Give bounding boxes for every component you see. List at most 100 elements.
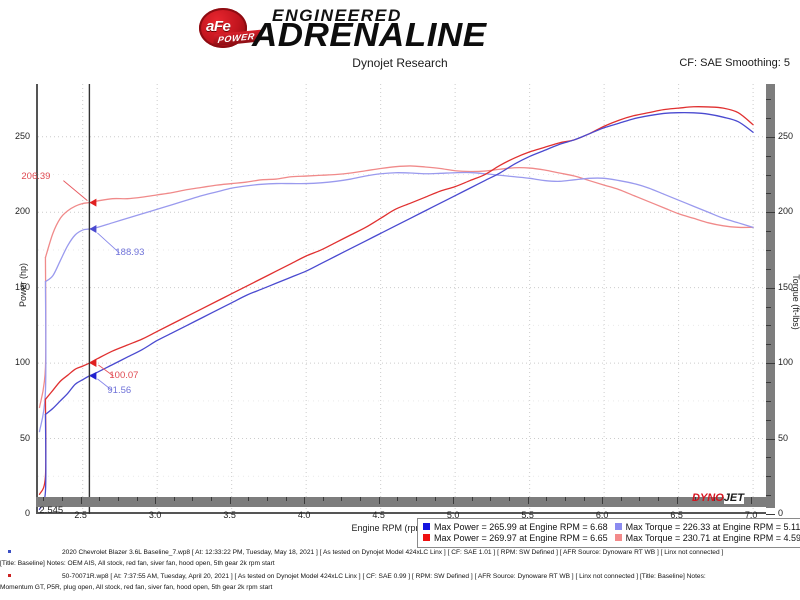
- y-tick-mark: [766, 363, 775, 365]
- y-tick-mark: [766, 419, 771, 421]
- legend-swatch-icon: [423, 534, 430, 542]
- x-tick: 3.5: [223, 510, 236, 520]
- x-tick-mark: [602, 497, 604, 504]
- afe-wordmark: aFe: [206, 18, 231, 35]
- x-tick-mark: [62, 497, 64, 501]
- x-tick: 4.5: [372, 510, 385, 520]
- y-tick-right: 50: [778, 432, 789, 443]
- legend-swatch-icon: [614, 534, 622, 542]
- y-tick-mark: [766, 231, 771, 233]
- x-tick: 2.5: [74, 510, 87, 520]
- footnote-line-1: 50-70071R.wp8 [ At: 7:37:55 AM, Tuesday,…: [62, 573, 706, 580]
- y-tick-mark: [766, 212, 775, 214]
- x-tick-mark: [322, 497, 324, 501]
- y-tick-mark: [766, 136, 775, 138]
- legend-table: Max Power = 265.99 at Engine RPM = 6.68 M…: [423, 522, 800, 544]
- x-tick-mark: [43, 497, 45, 501]
- x-tick-mark: [657, 497, 659, 501]
- x-tick-mark: [266, 497, 268, 501]
- x-tick-mark: [527, 497, 529, 504]
- legend-label: Max Torque = 226.33 at Engine RPM = 5.11: [625, 522, 800, 532]
- y-tick-right: 250: [778, 130, 794, 141]
- annotation-torque-blue: 91.56: [107, 384, 132, 396]
- x-tick-mark: [211, 497, 213, 501]
- x-tick: 6.0: [595, 510, 609, 520]
- y-tick-mark: [766, 476, 771, 478]
- y-axis-rail: [766, 84, 775, 515]
- plot-area: [36, 84, 768, 514]
- y-tick-right: 150: [778, 281, 794, 292]
- x-tick-mark: [173, 497, 175, 501]
- y-tick-left: 250: [14, 130, 30, 141]
- y-tick-mark: [766, 306, 771, 308]
- cf-smoothing-label: CF: SAE Smoothing: 5: [679, 57, 790, 69]
- y-tick-mark: [766, 193, 771, 195]
- x-tick-mark: [546, 497, 548, 501]
- footnote-row: 2020 Chevrolet Blazer 3.6L Baseline_7.wp…: [0, 548, 800, 569]
- y-tick-mark: [766, 117, 771, 119]
- x-tick-mark: [360, 497, 362, 501]
- chart-legend[interactable]: Max Power = 265.99 at Engine RPM = 6.68 M…: [417, 518, 800, 548]
- footnote-line-1: 2020 Chevrolet Blazer 3.6L Baseline_7.wp…: [62, 549, 724, 556]
- y-tick-mark: [766, 400, 771, 402]
- legend-row: Max Power = 269.97 at Engine RPM = 6.65 M…: [423, 533, 800, 544]
- footnote-text: 2020 Chevrolet Blazer 3.6L Baseline_7.wp…: [0, 548, 800, 569]
- chart-subtitle: Dynojet Research: [352, 56, 448, 70]
- x-tick-mark: [751, 497, 753, 504]
- dynojet-part2: JET: [723, 492, 744, 504]
- y-axis-label-left: Power (hp): [18, 263, 28, 308]
- x-tick-mark: [509, 497, 510, 501]
- x-tick-mark: [415, 497, 417, 501]
- y-tick-mark: [766, 514, 775, 515]
- y-tick-mark: [766, 249, 771, 251]
- legend-entry-torque: Max Torque = 230.71 at Engine RPM = 4.59: [614, 533, 800, 544]
- adrenaline-title: ADRENALINE: [252, 16, 487, 53]
- y-tick-mark: [766, 287, 775, 289]
- chart-svg: [38, 84, 768, 514]
- legend-entry-power: Max Power = 265.99 at Engine RPM = 6.68: [423, 522, 615, 533]
- x-tick-mark: [248, 497, 250, 501]
- x-tick-mark: [304, 497, 306, 504]
- y-tick-left: 50: [19, 432, 30, 443]
- legend-label: Max Torque = 230.71 at Engine RPM = 4.59: [625, 533, 800, 543]
- x-tick-mark: [80, 497, 82, 504]
- footnote-row: 50-70071R.wp8 [ At: 7:37:55 AM, Tuesday,…: [0, 572, 800, 593]
- x-tick-mark: [564, 497, 566, 501]
- y-tick-mark: [766, 99, 771, 101]
- x-tick-mark: [453, 497, 455, 504]
- annotation-torque-red: 100.07: [109, 370, 139, 382]
- x-tick: 5.5: [521, 510, 534, 520]
- y-tick-mark: [766, 268, 771, 270]
- engineered-title: ENGINEERED: [272, 6, 402, 25]
- x-tick-mark: [341, 497, 343, 501]
- x-tick-mark: [229, 497, 231, 504]
- x-tick: 6.5: [670, 510, 683, 520]
- legend-label: Max Power = 269.97 at Engine RPM = 6.65: [434, 533, 608, 543]
- y-tick-right: 0: [778, 508, 784, 518]
- x-tick-mark: [117, 497, 119, 501]
- x-axis-label: Engine RPM (rpmx1000): [351, 523, 451, 533]
- y-tick-left: 100: [14, 357, 30, 368]
- footnote-line-2: [Title: Baseline] Notes: OEM AIS, All st…: [0, 559, 275, 567]
- y-tick-mark: [766, 495, 771, 497]
- legend-row: Max Power = 265.99 at Engine RPM = 6.68 M…: [423, 522, 800, 533]
- y-tick-mark: [766, 438, 775, 440]
- annotation-cursor-rpm: 2.545: [39, 505, 64, 516]
- dynojet-watermark: DYNOJET: [692, 492, 744, 504]
- footnote-line-2: Momentum GT, P5R, plug open, All stock, …: [0, 583, 273, 591]
- x-tick-mark: [639, 497, 641, 501]
- legend-swatch-icon: [423, 523, 430, 531]
- x-tick-mark: [99, 497, 101, 501]
- footnote-bullet-icon: [8, 574, 11, 577]
- y-tick-mark: [766, 381, 771, 383]
- x-axis-rail: [36, 497, 768, 507]
- legend-label: Max Power = 265.99 at Engine RPM = 6.68: [434, 522, 608, 532]
- legend-swatch-icon: [614, 523, 622, 531]
- x-tick: 3.0: [148, 510, 162, 520]
- y-tick-mark: [766, 155, 771, 157]
- x-tick-mark: [434, 497, 436, 501]
- y-tick-left: 0: [24, 508, 30, 518]
- y-tick-right: 100: [778, 357, 794, 368]
- x-tick-mark: [676, 497, 678, 504]
- legend-entry-power: Max Power = 269.97 at Engine RPM = 6.65: [423, 533, 615, 544]
